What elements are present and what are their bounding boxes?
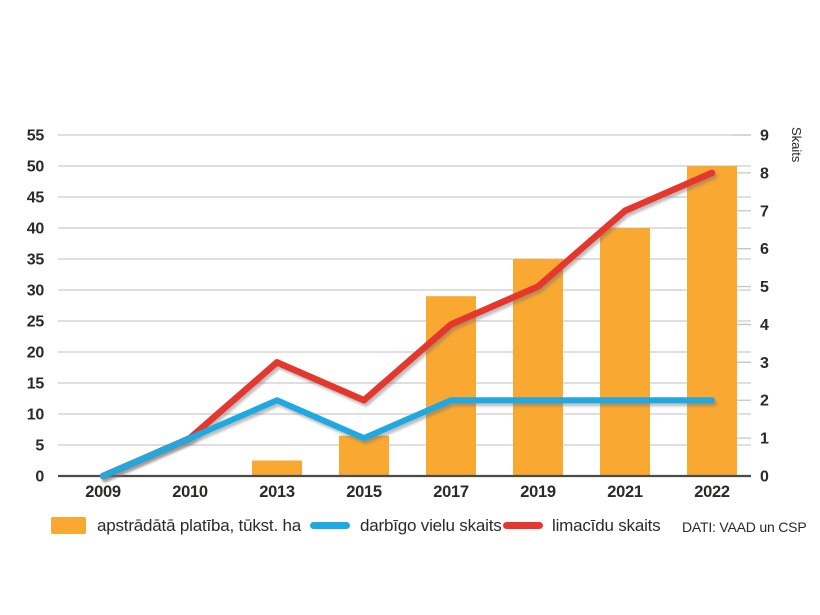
right-axis-tick-label: 8 — [760, 165, 769, 182]
left-axis-tick-label: 15 — [27, 376, 45, 393]
bar-2015 — [339, 435, 389, 476]
x-axis-label: 2010 — [172, 483, 208, 501]
x-axis-label: 2021 — [607, 483, 643, 501]
legend-label-blue-line: darbīgo vielu skaits — [360, 516, 502, 535]
source-note: DATI: VAAD un CSP — [682, 519, 807, 535]
left-axis-tick-label: 45 — [27, 190, 45, 207]
right-axis-tick-label: 3 — [760, 355, 769, 372]
x-axis-label: 2015 — [346, 483, 382, 501]
x-axis-label: 2017 — [433, 483, 469, 501]
right-axis-title: Skaits — [789, 127, 804, 163]
right-axis-tick-label: 4 — [760, 317, 769, 334]
right-axis-tick-label: 6 — [760, 241, 769, 258]
left-axis-tick-label: 0 — [35, 469, 44, 486]
x-axis-label: 2019 — [520, 483, 556, 501]
legend: apstrādātā platība, tūkst. ha darbīgo vi… — [0, 0, 820, 535]
left-axis-tick-label: 40 — [27, 221, 45, 238]
x-axis-label: 2022 — [694, 483, 730, 501]
right-axis-tick-label: 0 — [760, 469, 769, 486]
bar-2013 — [252, 460, 302, 476]
left-axis-tick-label: 35 — [27, 252, 45, 269]
right-axis-tick-label: 5 — [760, 279, 769, 296]
left-axis-tick-label: 55 — [27, 128, 45, 145]
right-axis-tick-label: 2 — [760, 393, 769, 410]
left-axis-tick-label: 50 — [27, 159, 45, 176]
left-axis-tick-label: 25 — [27, 314, 45, 331]
left-axis-tick-label: 10 — [27, 407, 45, 424]
series-line-red — [99, 169, 716, 480]
legend-swatch-red-line — [503, 522, 543, 529]
legend-label-area: apstrādātā platība, tūkst. ha — [97, 516, 302, 535]
legend-label-red-line: limacīdu skaits — [552, 516, 661, 535]
right-axis-tick-label: 7 — [760, 203, 769, 220]
right-axis-tick-label: 1 — [760, 431, 769, 448]
series-line-blue — [100, 397, 715, 479]
left-axis-tick-label: 20 — [27, 345, 45, 362]
legend-swatch-blue-line — [310, 522, 350, 529]
bar-2021 — [600, 228, 650, 476]
x-axis-label: 2009 — [85, 483, 121, 501]
x-axis-label: 2013 — [259, 483, 295, 501]
bar-2022 — [687, 166, 737, 476]
legend-swatch-area — [51, 517, 86, 534]
left-axis-tick-label: 5 — [35, 438, 44, 455]
left-axis-tick-label: 30 — [27, 283, 45, 300]
right-axis-tick-label: 9 — [760, 128, 769, 145]
